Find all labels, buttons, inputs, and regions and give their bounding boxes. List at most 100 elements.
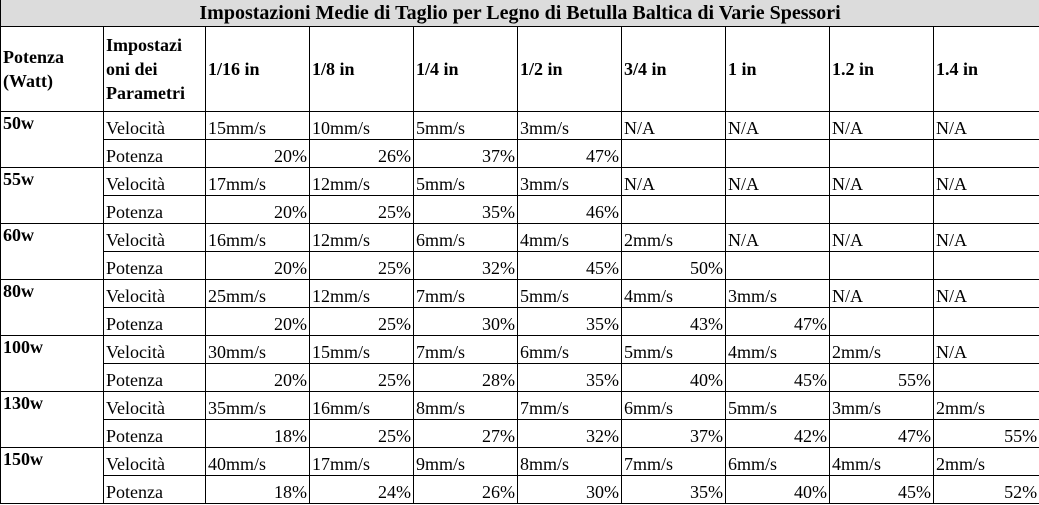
speed-label: Velocità [103,111,206,140]
speed-value-cell: N/A [829,279,934,308]
speed-value-cell: N/A [932,279,1039,308]
power-label: Potenza [103,419,206,448]
header-params-line1: Impostazi [106,35,182,55]
speed-value-cell: 3mm/s [725,279,830,308]
speed-value-cell: 17mm/s [309,447,414,476]
power-value-cell [932,251,1039,280]
speed-value-cell: N/A [725,167,830,196]
power-value-cell: 18% [205,475,310,504]
power-value-cell: 35% [517,307,622,336]
power-value-cell: 20% [205,307,310,336]
speed-value-cell: 30mm/s [205,335,310,364]
speed-value-cell: 16mm/s [205,223,310,252]
power-value-cell: 32% [517,419,622,448]
power-value-cell: 35% [413,195,518,224]
power-value-cell: 47% [517,139,622,168]
speed-value-cell: N/A [725,223,830,252]
header-params-line3: Parametri [106,83,185,103]
speed-value-cell: N/A [829,167,934,196]
header-thickness: 1.2 in [829,26,934,112]
table-title: Impostazioni Medie di Taglio per Legno d… [0,0,1039,27]
power-row: Potenza 20% 25% 30% 35% 43% 47% [1,307,1039,336]
power-value-cell: 25% [309,419,414,448]
speed-value-cell: N/A [621,111,726,140]
power-value-cell: 18% [205,419,310,448]
header-thickness: 1/16 in [205,26,310,112]
power-value-cell: 45% [517,251,622,280]
power-value-cell [932,139,1039,168]
speed-value-cell: N/A [932,335,1039,364]
power-value-cell: 20% [205,251,310,280]
speed-value-cell: 2mm/s [621,223,726,252]
speed-value-cell: 17mm/s [205,167,310,196]
power-value-cell [725,251,830,280]
power-value-cell [829,195,934,224]
speed-row: 130w Velocità 35mm/s 16mm/s 8mm/s 7mm/s 6mm/s 5… [0,391,1039,448]
power-value-cell: 52% [932,475,1039,504]
header-power-line1: Potenza [3,47,64,67]
power-value-cell: 37% [621,419,726,448]
power-value-cell: 26% [413,475,518,504]
speed-value-cell: 9mm/s [413,447,518,476]
power-value-cell: 20% [205,363,310,392]
speed-value-cell: 15mm/s [309,335,414,364]
power-value-cell: 24% [309,475,414,504]
wattage-cell: 50w [0,111,104,168]
power-label: Potenza [103,139,206,168]
power-value-cell [932,363,1039,392]
speed-row: 80w Velocità 25mm/s 12mm/s 7mm/s 5mm/s 4mm/s 3m… [0,279,1039,336]
speed-value-cell: 7mm/s [621,447,726,476]
header-thickness: 1/2 in [517,26,622,112]
speed-value-cell: N/A [621,167,726,196]
speed-value-cell: 5mm/s [517,279,622,308]
power-value-cell: 40% [725,475,830,504]
speed-row: 55w Velocità 17mm/s 12mm/s 5mm/s 3mm/s N/A N/A N… [0,167,1039,224]
wattage-cell: 60w [0,223,104,280]
speed-value-cell: 40mm/s [205,447,310,476]
power-value-cell: 26% [309,139,414,168]
power-row: Potenza 18% 24% 26% 30% 35% 40% 45% 52% [1,475,1039,504]
power-value-cell: 47% [829,419,934,448]
power-row: Potenza 20% 26% 37% 47% [1,139,1039,168]
power-row: Potenza 18% 25% 27% 32% 37% 42% 47% 55% [1,419,1039,448]
speed-label: Velocità [103,279,206,308]
header-row: Potenza (Watt) Impostazi oni dei Paramet… [0,26,1039,112]
power-value-cell: 46% [517,195,622,224]
speed-value-cell: 7mm/s [517,391,622,420]
speed-value-cell: 6mm/s [725,447,830,476]
power-label: Potenza [103,195,206,224]
power-label: Potenza [103,363,206,392]
header-thickness: 1/8 in [309,26,414,112]
speed-value-cell: 16mm/s [309,391,414,420]
wattage-cell: 150w [0,447,104,504]
speed-value-cell: N/A [932,111,1039,140]
power-value-cell: 37% [413,139,518,168]
power-label: Potenza [103,475,206,504]
speed-row: 50w Velocità 15mm/s 10mm/s 5mm/s 3mm/s N/A N/A N… [0,111,1039,168]
speed-value-cell: N/A [829,223,934,252]
power-row: Potenza 20% 25% 35% 46% [1,195,1039,224]
speed-value-cell: 15mm/s [205,111,310,140]
title-row: Impostazioni Medie di Taglio per Legno d… [0,0,1039,27]
power-label: Potenza [103,307,206,336]
speed-value-cell: N/A [725,111,830,140]
speed-label: Velocità [103,167,206,196]
power-value-cell: 45% [725,363,830,392]
header-params-line2: oni dei [106,59,158,79]
power-value-cell [621,139,726,168]
speed-value-cell: 10mm/s [309,111,414,140]
power-value-cell: 20% [205,195,310,224]
power-label: Potenza [103,251,206,280]
speed-row: 150w Velocità 40mm/s 17mm/s 9mm/s 8mm/s 7mm/s 6… [0,447,1039,504]
power-value-cell [829,251,934,280]
speed-value-cell: 5mm/s [621,335,726,364]
speed-label: Velocità [103,223,206,252]
power-value-cell: 27% [413,419,518,448]
power-value-cell: 42% [725,419,830,448]
speed-value-cell: 3mm/s [517,167,622,196]
wattage-cell: 80w [0,279,104,336]
speed-value-cell: 2mm/s [932,391,1039,420]
power-value-cell: 30% [517,475,622,504]
power-value-cell: 25% [309,363,414,392]
